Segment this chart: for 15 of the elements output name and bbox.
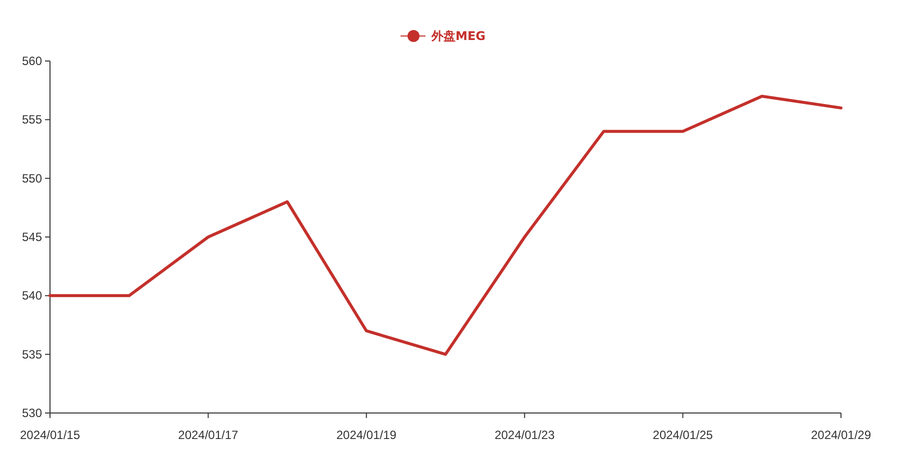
x-tick-label: 2024/01/25 xyxy=(652,428,714,442)
x-tick-label: 2024/01/29 xyxy=(810,428,872,442)
y-tick-label: 530 xyxy=(22,406,42,420)
legend-label: 外盘MEG xyxy=(430,29,486,43)
x-tick-label: 2024/01/23 xyxy=(494,428,555,442)
y-tick-label: 545 xyxy=(22,230,42,244)
y-tick-label: 555 xyxy=(22,112,42,127)
y-tick-label: 560 xyxy=(22,54,42,68)
y-tick-label: 535 xyxy=(22,347,42,362)
x-tick-label: 2024/01/17 xyxy=(178,428,239,442)
y-tick-label: 540 xyxy=(22,288,42,303)
x-tick-label: 2024/01/19 xyxy=(336,428,397,442)
line-series xyxy=(48,94,842,356)
x-tick-label: 2024/01/15 xyxy=(20,428,80,442)
y-tick-label: 550 xyxy=(22,171,42,186)
